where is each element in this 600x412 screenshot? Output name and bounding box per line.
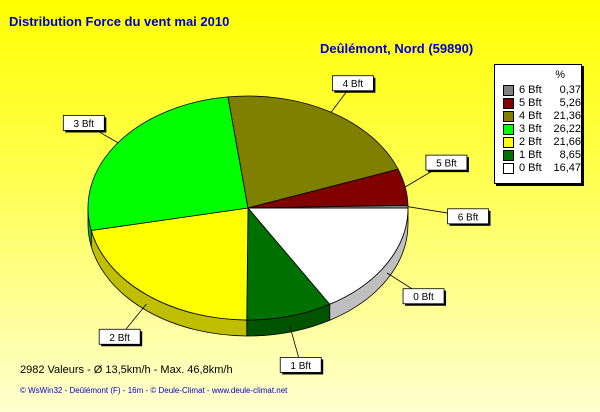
pie-side-walls <box>87 207 409 337</box>
legend-value: 21,36 <box>553 110 581 122</box>
legend-unit: % <box>555 69 565 81</box>
legend-item-5-bft: 5 Bft 5,26 <box>495 97 581 109</box>
legend-item-2-bft: 2 Bft 21,66 <box>495 136 581 148</box>
legend-item-6-bft: 6 Bft 0,37 <box>495 84 581 96</box>
legend-value: 21,66 <box>553 136 581 148</box>
pie-label-box-2-bft <box>98 328 141 345</box>
legend-rows: 6 Bft 0,37 5 Bft 5,26 4 Bft 21,36 3 Bft 26,22 2 … <box>495 84 581 174</box>
pie-slice-1-bft <box>246 206 331 321</box>
legend-value: 8,65 <box>559 149 581 161</box>
legend-swatch <box>503 123 514 135</box>
legend-item-4-bft: 4 Bft 21,36 <box>495 110 581 122</box>
legend-label: 6 Bft <box>519 84 542 96</box>
legend-swatch <box>503 84 514 96</box>
pie-label-box-0-bft <box>402 288 445 305</box>
legend-label: 4 Bft <box>519 110 542 122</box>
legend-value: 5,26 <box>559 97 581 109</box>
chart-title: Distribution Force du vent mai 2010 <box>9 14 230 29</box>
pie-slice-3-bft <box>87 96 249 231</box>
pie-label-box-6-bft <box>447 208 489 225</box>
pie-label-4-bft: 4 Bft <box>343 79 364 90</box>
legend-swatch <box>503 162 514 174</box>
legend-label: 2 Bft <box>519 136 542 148</box>
legend-label: 1 Bft <box>519 149 542 161</box>
pie-label-3-bft: 3 Bft <box>74 119 95 130</box>
legend-value: 16,47 <box>553 162 581 174</box>
legend-item-0-bft: 0 Bft 16,47 <box>495 162 581 174</box>
legend-label: 5 Bft <box>519 97 542 109</box>
stats-summary: 2982 Valeurs - Ø 13,5km/h - Max. 46,8km/… <box>20 364 233 376</box>
pie-slices <box>87 95 409 321</box>
chart-subtitle: Deûlémont, Nord (59890) <box>320 41 474 56</box>
pie-label-box-3-bft <box>62 115 105 131</box>
pie-label-0-bft: 0 Bft <box>413 292 434 303</box>
legend-swatch <box>503 149 514 161</box>
legend-label: 0 Bft <box>519 162 542 174</box>
legend-item-3-bft: 3 Bft 26,22 <box>495 123 581 135</box>
legend-swatch <box>503 110 514 122</box>
chart-legend: % 6 Bft 0,37 5 Bft 5,26 4 Bft 21,36 3 Bft 26,22… <box>494 64 582 184</box>
pie-label-box-1-bft <box>279 357 322 373</box>
legend-swatch <box>503 136 514 148</box>
legend-value: 26,22 <box>553 123 581 135</box>
pie-slice-0-bft <box>247 207 409 305</box>
pie-label-5-bft: 5 Bft <box>436 159 457 170</box>
pie-label-2-bft: 2 Bft <box>109 333 130 344</box>
legend-value: 0,37 <box>559 84 581 96</box>
pie-labels: 0 Bft 1 Bft 2 Bft 3 Bft 4 Bft 5 Bft 6 Bft <box>62 75 491 375</box>
credits-line: © WsWin32 - Deûlémont (F) - 16m - © Deul… <box>20 386 288 395</box>
pie-label-box-5-bft <box>425 154 468 171</box>
legend-item-1-bft: 1 Bft 8,65 <box>495 149 581 161</box>
legend-label: 3 Bft <box>519 123 542 135</box>
pie-label-6-bft: 6 Bft <box>458 212 479 223</box>
pie-label-1-bft: 1 Bft <box>290 361 311 372</box>
pie-label-box-4-bft <box>331 75 374 92</box>
legend-swatch <box>503 97 514 109</box>
pie-slice-2-bft <box>90 207 249 321</box>
